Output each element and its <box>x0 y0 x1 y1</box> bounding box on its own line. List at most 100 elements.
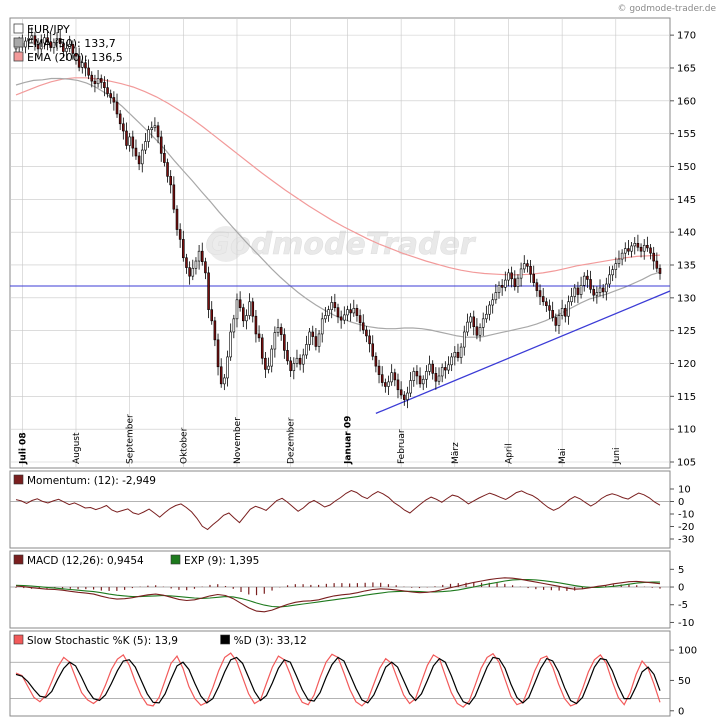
candle-body <box>134 147 138 157</box>
candle-body <box>87 67 90 76</box>
candle-body <box>163 153 166 163</box>
candle-body <box>55 38 59 43</box>
candle-body <box>371 343 375 357</box>
y-tick-label: 135 <box>677 260 696 271</box>
watermark-text: GodmodeTrader <box>205 227 476 262</box>
candle-body <box>425 371 428 380</box>
ema200-line <box>15 77 661 276</box>
candle-body <box>649 247 652 254</box>
candle-body <box>418 375 422 385</box>
candle-body <box>298 357 302 365</box>
candle-body <box>529 265 532 275</box>
y-tick-label: -10 <box>678 618 694 629</box>
legend-swatch <box>13 474 24 485</box>
candle-body <box>191 267 195 277</box>
candle-body <box>106 87 109 94</box>
candle-body <box>478 327 482 336</box>
legend-label: MACD (12,26): 0,9454 <box>27 555 144 567</box>
candle-body <box>352 308 356 314</box>
candle-body <box>617 258 621 264</box>
candle-body <box>387 381 390 387</box>
month-label: November <box>233 417 243 464</box>
candle-body <box>399 389 403 396</box>
y-tick-label: 0 <box>678 497 684 508</box>
candle-body <box>485 313 488 320</box>
candle-body <box>377 365 381 375</box>
month-label: Februar <box>397 429 407 464</box>
candle-body <box>251 301 255 317</box>
y-tick-label: 140 <box>677 228 696 239</box>
candle-body <box>137 155 141 165</box>
candle-body <box>598 287 602 293</box>
candle-body <box>314 336 318 347</box>
candle-body <box>519 268 523 279</box>
candle-body <box>320 318 324 335</box>
y-tick-label: 105 <box>677 458 696 469</box>
candle-body <box>30 35 34 39</box>
candle-body <box>39 42 43 50</box>
y-tick-label: 115 <box>677 392 696 403</box>
candle-body <box>658 267 662 274</box>
candle-body <box>396 379 400 391</box>
candle-body <box>311 331 315 337</box>
candle-body <box>131 136 135 149</box>
candle-body <box>90 74 94 82</box>
macd-panel: -10 -5 0 5 MACD (12,26): 0,9454 EXP (9): 1,39… <box>10 554 694 629</box>
candle-body <box>440 367 444 377</box>
y-tick-label: 165 <box>677 63 696 74</box>
candle-body <box>317 333 321 347</box>
candle-body <box>279 327 283 335</box>
candle-body <box>614 263 618 270</box>
candle-body <box>415 371 419 377</box>
candle-body <box>475 326 479 336</box>
candle-body <box>554 317 558 326</box>
candle-body <box>175 208 179 230</box>
legend-label: EUR/JPY <box>27 23 70 36</box>
candle-body <box>358 315 362 324</box>
candle-body <box>532 273 536 284</box>
candle-body <box>384 382 387 387</box>
candle-body <box>58 38 62 44</box>
candle-body <box>620 252 624 260</box>
candle-body <box>159 136 163 154</box>
y-tick-label: -5 <box>678 600 688 611</box>
candle-body <box>216 339 220 368</box>
candle-body <box>49 41 53 48</box>
candle-body <box>226 356 229 379</box>
candle-body <box>444 367 447 371</box>
candle-body <box>109 93 112 98</box>
source-credit: © godmode-trader.de <box>617 4 716 14</box>
month-label: Dezember <box>287 417 297 464</box>
y-tick-label: -10 <box>678 510 694 521</box>
candle-body <box>235 299 239 320</box>
candle-body <box>36 44 40 50</box>
candle-body <box>627 248 630 252</box>
candle-body <box>560 308 564 316</box>
candle-body <box>305 344 308 356</box>
candle-body <box>545 301 548 307</box>
candle-body <box>636 243 640 248</box>
candle-body <box>513 278 517 287</box>
price-y-axis: 105 110 115 120 125 130 135 140 145 150 155 160 165 1… <box>670 31 696 469</box>
candle-body <box>77 55 81 68</box>
y-tick-label: 50 <box>678 676 691 687</box>
price-gridlines <box>10 34 670 463</box>
y-tick-label: 130 <box>677 293 696 304</box>
candle-body <box>185 257 188 268</box>
legend-label: Momentum: (12): -2,949 <box>27 475 156 487</box>
stochastic-panel-frame <box>9 630 671 717</box>
month-label: August <box>72 432 82 464</box>
candle-body <box>339 316 343 321</box>
month-label: Juli 08 <box>18 432 28 465</box>
candle-body <box>646 244 649 249</box>
candle-body <box>24 40 27 48</box>
legend-label: EMA (200): 136,5 <box>27 51 123 64</box>
candle-body <box>276 327 280 333</box>
candle-body <box>453 352 457 358</box>
y-tick-label: 170 <box>677 31 696 42</box>
momentum-panel-frame <box>9 470 671 549</box>
candle-body <box>125 130 128 146</box>
candle-body <box>65 47 68 52</box>
legend-swatch <box>13 51 24 62</box>
candle-body <box>242 307 245 322</box>
